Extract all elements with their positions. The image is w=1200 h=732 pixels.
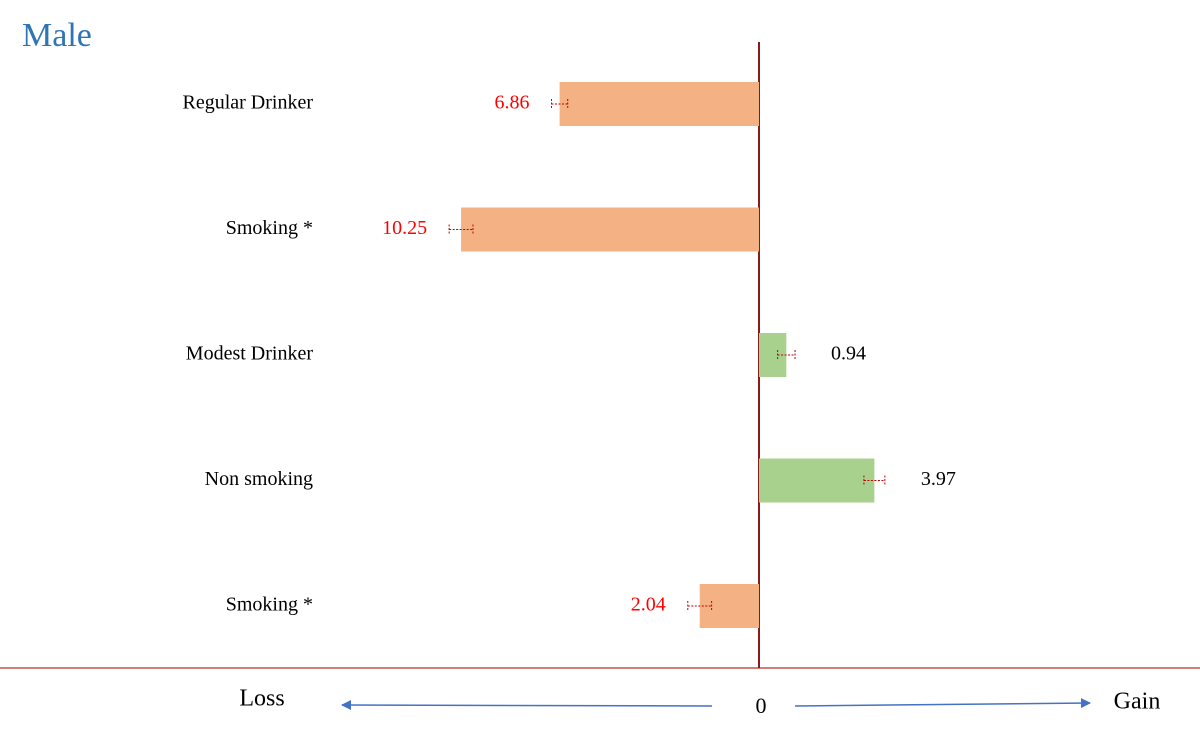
category-label: Non smoking (205, 468, 313, 490)
gain-label: Gain (1114, 689, 1161, 715)
error-bar (687, 601, 713, 611)
value-label: 6.86 (494, 92, 529, 114)
category-label: Regular Drinker (182, 92, 313, 114)
gain-arrow (794, 698, 1091, 709)
chart-title: Male (22, 17, 92, 54)
value-label: 2.04 (631, 594, 666, 616)
value-label: 10.25 (382, 217, 427, 239)
error-bar (863, 475, 886, 486)
bar (559, 82, 759, 126)
error-bar (448, 224, 474, 235)
loss-label: Loss (239, 686, 284, 712)
x-tick-label: 0 (756, 693, 767, 718)
category-label: Smoking * (226, 217, 313, 239)
loss-arrow (341, 700, 713, 711)
value-label: 0.94 (831, 343, 866, 365)
error-bar (777, 350, 796, 360)
bar (699, 584, 759, 628)
error-bar (550, 99, 569, 109)
category-label: Modest Drinker (186, 343, 314, 365)
bar (759, 458, 875, 503)
bar (461, 207, 759, 252)
value-label: 3.97 (921, 468, 956, 490)
category-label: Smoking * (226, 594, 313, 616)
